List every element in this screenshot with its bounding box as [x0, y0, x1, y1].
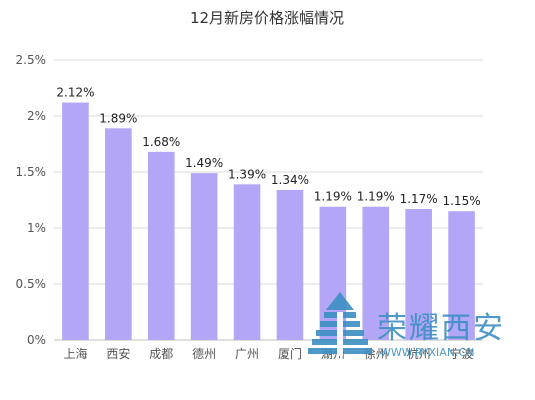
- bar: [448, 211, 475, 340]
- watermark-text: 荣耀西安: [377, 311, 505, 346]
- chart-title: 12月新房价格涨幅情况: [190, 9, 344, 27]
- bar: [105, 128, 132, 340]
- y-tick-label: 2.5%: [16, 53, 47, 67]
- building-logo-icon: [308, 292, 372, 356]
- x-tick-label: 杭州: [407, 346, 431, 361]
- x-tick-label: 西安: [106, 346, 130, 361]
- y-tick-label: 2%: [27, 109, 46, 123]
- bar: [362, 206, 390, 340]
- bar: [276, 189, 304, 340]
- bar: [62, 102, 89, 340]
- bar: [190, 173, 218, 340]
- bar: [147, 151, 175, 340]
- data-label: 1.15%: [442, 194, 480, 208]
- bar: [233, 184, 261, 340]
- data-label: 1.19%: [357, 190, 395, 204]
- data-label: 1.19%: [314, 190, 352, 204]
- bar: [405, 208, 432, 340]
- bars: [62, 102, 475, 340]
- watermark-url: WWW.RYXIAN.CN: [380, 346, 474, 359]
- data-label: 1.68%: [142, 135, 180, 149]
- data-label: 1.89%: [99, 111, 137, 125]
- y-axis-ticks: 0% 0.5% 1% 1.5% 2% 2.5%: [16, 53, 47, 347]
- data-labels: 2.12% 1.89% 1.68% 1.49% 1.39% 1.34% 1.19% 1.19%…: [56, 86, 480, 209]
- data-label: 1.49%: [185, 156, 223, 170]
- y-tick-label: 0%: [27, 333, 46, 347]
- x-tick-label: 德州: [192, 346, 216, 361]
- x-tick-label: 厦门: [278, 346, 302, 361]
- x-tick-label: 宁波: [450, 346, 474, 361]
- data-label: 1.39%: [228, 167, 266, 181]
- watermark-logo: 荣耀西安 WWW.RYXIAN.CN: [308, 292, 505, 359]
- data-label: 2.12%: [56, 86, 94, 100]
- data-label: 1.34%: [271, 173, 309, 187]
- x-tick-label: 成都: [149, 347, 173, 361]
- y-tick-label: 0.5%: [16, 277, 47, 291]
- data-label: 1.17%: [400, 192, 438, 206]
- x-tick-label: 广州: [235, 347, 259, 361]
- y-tick-label: 1%: [27, 221, 46, 235]
- x-tick-label: 上海: [63, 346, 87, 361]
- y-tick-label: 1.5%: [16, 165, 47, 179]
